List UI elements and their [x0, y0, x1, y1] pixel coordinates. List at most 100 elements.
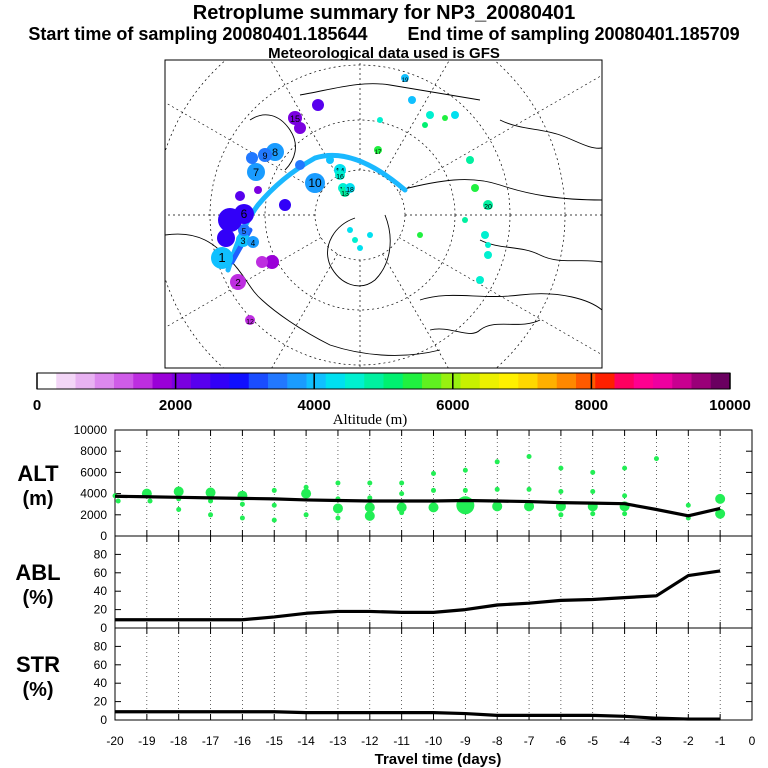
altitude-point: [335, 515, 341, 521]
colorbar-swatch: [633, 373, 654, 389]
trajectory-marker: [367, 232, 373, 238]
altitude-point: [622, 465, 628, 471]
colorbar-swatch: [94, 373, 115, 389]
colorbar-swatch: [306, 373, 327, 389]
altitude-point: [492, 501, 503, 512]
y-tick-label: 6000: [80, 465, 107, 479]
altitude-point: [622, 511, 628, 517]
meridian-line: [165, 237, 322, 328]
trajectory-marker: [218, 208, 242, 232]
chart-title: Retroplume summary for NP3_20080401: [192, 2, 576, 24]
y-tick-label: 20: [94, 603, 108, 617]
trajectory-day-label: 2: [235, 278, 241, 289]
y-tick-label: 80: [94, 547, 108, 561]
colorbar-swatch: [479, 373, 500, 389]
trajectory-day-label: 17: [375, 150, 382, 156]
altitude-point: [715, 508, 726, 519]
altitude-point: [367, 495, 373, 501]
x-tick-label: -9: [460, 734, 471, 748]
trajectory-day-label: 1: [218, 250, 225, 265]
trajectory-day-label: 7: [253, 167, 259, 179]
y-tick-label: 40: [94, 676, 108, 690]
altitude-point: [558, 465, 564, 471]
trajectory-marker: [236, 233, 250, 247]
trajectory-marker: [235, 191, 245, 201]
series-line: [115, 569, 721, 622]
coastline: [299, 83, 481, 101]
altitude-point: [239, 501, 245, 507]
colorbar-tick-label: 4000: [298, 397, 331, 414]
trajectory-marker: [211, 247, 233, 269]
panel-str: 0 20 40 60 80 STR(%): [16, 627, 753, 727]
polar-map: 1234567891011121314151617181920: [164, 59, 603, 369]
end-time-label: End time of sampling 20080401.185709: [407, 24, 740, 44]
trajectory-marker: [484, 251, 492, 259]
trajectory-marker: [347, 227, 353, 233]
trajectory-marker: [246, 152, 258, 164]
trajectory-marker: [408, 96, 416, 104]
trajectory-marker: [401, 74, 409, 82]
x-tick-label: -15: [266, 734, 284, 748]
colorbar-swatch: [37, 373, 57, 389]
colorbar-swatch: [422, 373, 442, 389]
altitude-point: [494, 459, 500, 465]
colorbar-tick-label: 0: [33, 397, 41, 414]
trajectory-day-label: 20: [484, 204, 492, 211]
altitude-point: [590, 511, 596, 517]
colorbar-swatch: [653, 373, 673, 389]
altitude-colorbar: 0 2000 4000 6000 8000 10000: [33, 372, 751, 414]
met-data-label: Meteorological data used is GFS: [268, 45, 500, 62]
colorbar-swatch: [152, 373, 173, 389]
colorbar-swatch: [614, 373, 635, 389]
altitude-point: [399, 480, 405, 486]
coastline: [399, 179, 602, 201]
trajectory-marker: [295, 160, 305, 170]
x-tick-label: -18: [170, 734, 188, 748]
panel-alt: 0 2000 4000 6000 8000 10000 ALT(m): [17, 423, 753, 543]
trajectory-marker: [258, 148, 272, 162]
altitude-point: [301, 488, 312, 499]
y-axis-label: ABL: [15, 560, 60, 585]
altitude-point: [431, 470, 436, 476]
altitude-point: [303, 484, 309, 490]
trajectory-day-label: 6: [241, 207, 248, 221]
meridian-line: [398, 237, 602, 356]
time-series-panels: 0200040006000800010000ALT(m)020406080ABL…: [15, 423, 755, 748]
trajectory-marker: [254, 186, 262, 194]
trajectory-day-label: 10: [308, 176, 322, 190]
x-tick-label: -7: [524, 734, 535, 748]
coastline: [499, 119, 602, 149]
altitude-point: [208, 498, 214, 504]
trajectory-marker: [294, 122, 306, 134]
altitude-point: [335, 480, 341, 486]
trajectory-marker: [352, 237, 358, 243]
colorbar-swatch: [518, 373, 538, 389]
trajectory-marker: [374, 146, 382, 154]
colorbar-swatch: [499, 373, 519, 389]
trajectory-marker: [245, 315, 255, 325]
coastline: [327, 214, 391, 287]
colorbar-swatch: [383, 373, 404, 389]
x-tick-label: -16: [234, 734, 252, 748]
colorbar-swatch: [364, 373, 384, 389]
colorbar-swatch: [248, 373, 269, 389]
x-tick-label: -10: [425, 734, 443, 748]
colorbar-swatch: [210, 373, 230, 389]
x-tick-label: -5: [587, 734, 598, 748]
trajectory-day-label: 19: [402, 78, 409, 84]
trajectory-marker: [451, 111, 459, 119]
x-axis-label: Travel time (days): [375, 751, 502, 768]
x-tick-label: -8: [492, 734, 503, 748]
trajectory-day-label: 16: [336, 174, 344, 181]
altitude-point: [428, 502, 439, 513]
start-time-label: Start time of sampling 20080401.185644: [28, 24, 368, 44]
x-tick-label: -11: [393, 734, 410, 748]
y-tick-label: 80: [94, 639, 108, 653]
altitude-point: [494, 486, 500, 492]
colorbar-swatch: [460, 373, 481, 389]
altitude-point: [462, 467, 468, 473]
y-tick-label: 0: [100, 529, 107, 543]
x-tick-label: -19: [138, 734, 156, 748]
altitude-point: [622, 493, 628, 499]
